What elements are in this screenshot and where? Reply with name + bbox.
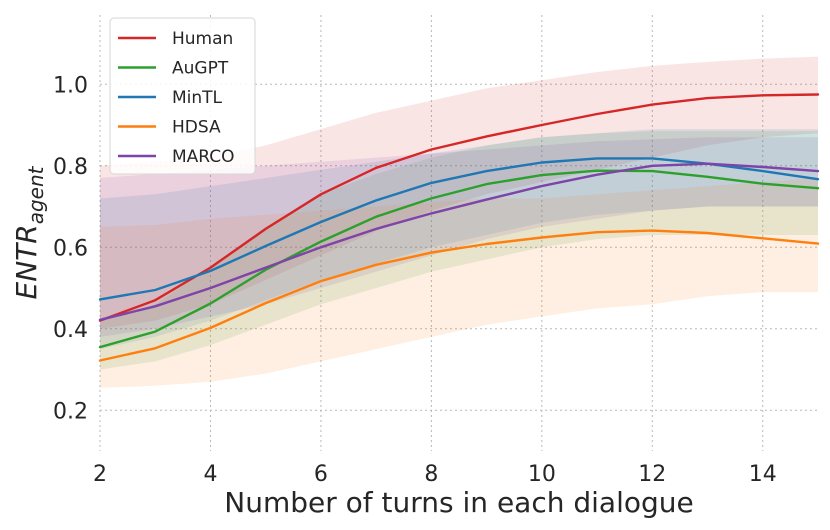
legend-label-augpt: AuGPT — [172, 59, 229, 79]
series-line-human — [98, 93, 820, 322]
x-tick-label: 2 — [93, 462, 107, 487]
x-tick-label: 4 — [203, 462, 217, 487]
confidence-bands — [100, 56, 818, 388]
legend-label-mintl: MinTL — [172, 88, 223, 108]
y-axis-ticks: 0.2 0.4 0.6 0.8 1.0 — [53, 73, 88, 424]
legend-item-augpt: AuGPT — [118, 59, 229, 79]
y-tick-label: 0.2 — [53, 399, 88, 424]
y-axis-title-main: ENTR — [10, 224, 43, 299]
y-tick-label: 0.8 — [53, 155, 88, 180]
y-axis-title-subscript: agent — [24, 165, 48, 224]
band-augpt — [100, 131, 818, 370]
y-tick-label: 0.4 — [53, 318, 88, 343]
x-tick-label: 12 — [638, 462, 666, 487]
legend-item-marco: MARCO — [118, 147, 235, 167]
series-lines — [98, 93, 820, 362]
legend-label-human: Human — [172, 29, 233, 49]
x-tick-label: 6 — [314, 462, 328, 487]
y-axis-title: ENTRagent — [10, 165, 48, 299]
legend-item-mintl: MinTL — [118, 88, 223, 108]
x-tick-label: 8 — [424, 462, 438, 487]
series-line-mintl — [98, 157, 820, 301]
series-line-augpt — [98, 169, 820, 349]
series-line-marco — [98, 162, 820, 321]
legend-label-marco: MARCO — [172, 147, 235, 167]
y-tick-label: 1.0 — [53, 73, 88, 98]
y-tick-label: 0.6 — [53, 236, 88, 261]
x-axis-title: Number of turns in each dialogue — [224, 486, 693, 519]
band-mintl — [100, 129, 818, 350]
band-human — [100, 56, 818, 329]
x-axis-ticks: 2 4 6 8 10 12 14 — [93, 462, 777, 487]
x-tick-label: 10 — [528, 462, 556, 487]
series-line-hdsa — [98, 229, 820, 362]
band-marco — [100, 137, 818, 337]
legend: Human AuGPT MinTL HDSA MARCO — [109, 17, 256, 175]
x-tick-label: 14 — [749, 462, 777, 487]
legend-item-human: Human — [118, 29, 233, 49]
legend-label-hdsa: HDSA — [172, 118, 221, 138]
legend-item-hdsa: HDSA — [118, 118, 221, 138]
legend-box — [109, 17, 256, 175]
